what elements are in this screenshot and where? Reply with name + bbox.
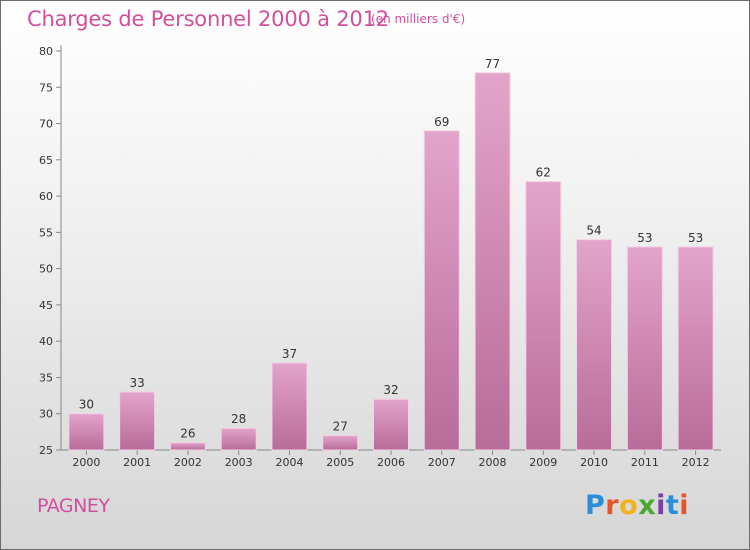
x-tick-label: 2000 [72,456,100,469]
data-label: 62 [536,166,551,180]
logo-letter: o [619,490,639,521]
y-tick-label: 60 [39,190,53,203]
data-label: 28 [231,412,246,426]
logo-letter: i [679,490,690,521]
data-label: 53 [688,231,703,245]
proxiti-logo: Proxiti [585,490,689,521]
place-name: PAGNEY [37,495,110,517]
bar [322,434,359,451]
y-tick-label: 45 [39,299,53,312]
logo-letter: x [638,490,657,521]
logo-letter: r [605,490,620,521]
x-tick-label: 2009 [529,456,557,469]
bar [576,239,613,451]
bar [474,72,511,451]
bar [68,413,105,451]
bar [119,391,156,451]
data-label: 37 [282,347,297,361]
bar [169,442,206,451]
x-tick-label: 2011 [631,456,659,469]
x-tick-label: 2003 [225,456,253,469]
y-tick-label: 80 [39,45,53,58]
data-label: 53 [637,231,652,245]
bar [373,398,409,451]
x-tick-label: 2010 [580,456,608,469]
bar [677,246,714,451]
data-label: 27 [333,419,348,433]
y-tick-label: 35 [39,371,53,384]
bar [271,362,308,451]
x-tick-label: 2008 [479,456,507,469]
y-tick-label: 70 [39,118,53,131]
chart-subtitle: (en milliers d'€) [371,12,466,26]
logo-letter: t [665,490,680,521]
y-tick-label: 40 [39,335,53,348]
bar [626,246,663,451]
data-label: 30 [79,398,94,412]
data-label: 69 [434,115,449,129]
bar [220,427,257,451]
data-label: 32 [383,383,398,397]
bar [423,130,460,451]
y-tick-label: 75 [39,81,53,94]
x-tick-label: 2007 [428,456,456,469]
data-label: 26 [180,427,195,441]
logo-letter: i [656,490,666,521]
x-tick-label: 2002 [174,456,202,469]
logo-letter: P [585,490,606,521]
chart-title: Charges de Personnel 2000 à 2012 [27,7,389,31]
x-tick-label: 2004 [275,456,303,469]
data-label: 33 [130,376,145,390]
x-tick-label: 2005 [326,456,354,469]
y-tick-label: 50 [39,263,53,276]
y-tick-label: 25 [39,444,53,457]
x-tick-label: 2012 [682,456,710,469]
y-tick-label: 30 [39,408,53,421]
x-tick-label: 2006 [377,456,405,469]
y-tick-label: 55 [39,226,53,239]
data-label: 77 [485,57,500,71]
bar [525,181,562,451]
x-tick-label: 2001 [123,456,151,469]
y-tick-label: 65 [39,154,53,167]
data-label: 54 [586,224,601,238]
